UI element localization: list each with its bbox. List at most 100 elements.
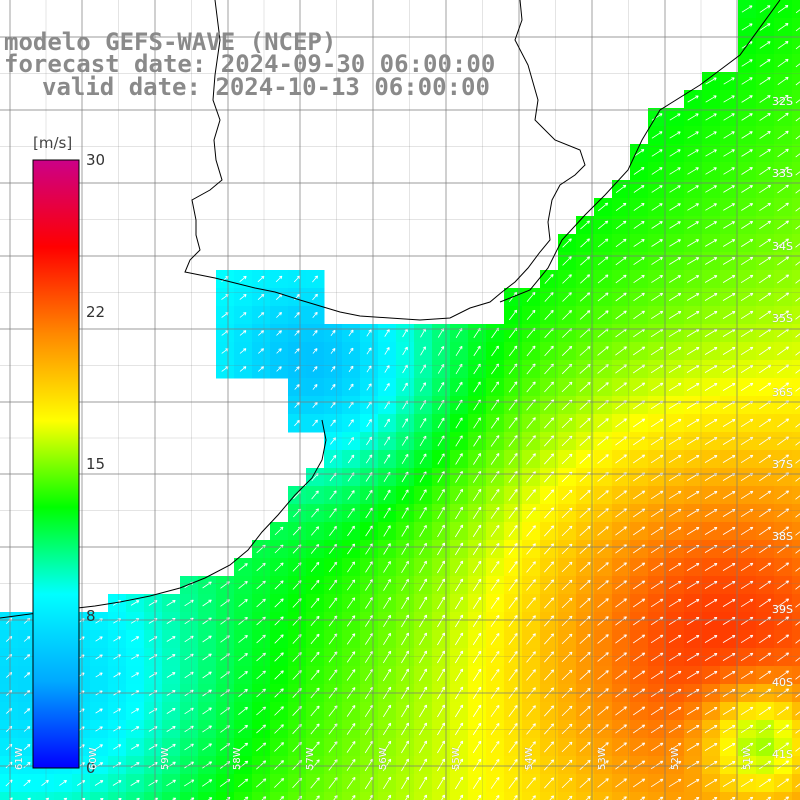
- wind-vector: [239, 330, 247, 336]
- wind-speed-cell: [792, 342, 800, 361]
- wind-vector: [561, 561, 573, 573]
- wind-vector: [544, 561, 555, 573]
- wind-vector: [686, 293, 700, 301]
- wind-speed-cell: [468, 792, 487, 800]
- wind-vector: [347, 561, 355, 573]
- wind-vector: [668, 616, 682, 626]
- wind-vector: [705, 203, 717, 211]
- wind-vector: [686, 671, 700, 679]
- wind-vector: [113, 636, 121, 642]
- wind-vector: [704, 239, 718, 247]
- wind-vector: [722, 779, 736, 787]
- wind-vector: [184, 761, 194, 769]
- wind-vector: [741, 203, 754, 211]
- wind-vector: [113, 708, 121, 714]
- wind-vector: [651, 203, 663, 211]
- wind-vector: [348, 419, 354, 427]
- wind-vector: [615, 760, 627, 770]
- wind-vector: [238, 563, 248, 571]
- wind-vector: [704, 779, 718, 787]
- wind-vector: [472, 632, 482, 646]
- wind-vector: [633, 221, 645, 229]
- wind-vector: [740, 382, 754, 392]
- wind-vector: [274, 652, 284, 662]
- wind-vector: [777, 508, 790, 518]
- wind-speed-cell: [792, 180, 800, 199]
- wind-vector: [130, 636, 140, 642]
- wind-vector: [401, 560, 409, 574]
- wind-vector: [597, 490, 609, 500]
- wind-vector: [686, 455, 700, 463]
- lon-label: 52W: [670, 747, 681, 770]
- wind-vector: [795, 513, 800, 518]
- colorbar-unit: [m/s]: [33, 134, 73, 152]
- wind-vector: [615, 418, 627, 428]
- wind-vector: [795, 621, 800, 626]
- wind-vector: [615, 202, 627, 212]
- wind-vector: [669, 203, 681, 211]
- wind-vector: [650, 526, 664, 536]
- wind-speed-cell: [144, 792, 163, 800]
- wind-vector: [615, 364, 627, 374]
- wind-vector: [401, 507, 409, 519]
- wind-vector: [722, 671, 736, 679]
- wind-vector: [419, 776, 427, 790]
- wind-vector: [585, 795, 591, 800]
- wind-vector: [795, 279, 800, 284]
- wind-vector: [274, 562, 284, 572]
- wind-vector: [795, 333, 800, 338]
- wind-vector: [687, 185, 699, 193]
- wind-vector: [741, 131, 753, 139]
- wind-vector: [795, 549, 800, 554]
- wind-vector: [437, 668, 445, 682]
- wind-vector: [722, 347, 736, 355]
- wind-speed-cell: [270, 792, 289, 800]
- wind-vector: [130, 708, 140, 714]
- wind-vector: [795, 531, 800, 536]
- wind-vector: [777, 346, 790, 356]
- wind-vector: [382, 776, 392, 790]
- wind-vector: [705, 221, 718, 229]
- lon-label: 51W: [742, 747, 753, 770]
- wind-vector: [437, 381, 445, 392]
- wind-vector: [632, 598, 646, 608]
- wind-vector: [544, 651, 555, 663]
- wind-vector: [740, 562, 754, 572]
- wind-vector: [348, 383, 354, 391]
- wind-vector: [549, 795, 555, 800]
- wind-vector: [328, 759, 338, 771]
- wind-vector: [615, 634, 627, 644]
- wind-vector: [579, 310, 591, 320]
- wind-vector: [113, 654, 121, 660]
- wind-vector: [758, 436, 772, 446]
- wind-vector: [686, 311, 700, 319]
- wind-vector: [632, 724, 646, 734]
- wind-vector: [526, 651, 536, 663]
- wind-vector: [544, 543, 555, 555]
- wind-speed-cell: [36, 792, 55, 800]
- colorbar: [32, 159, 80, 769]
- wind-vector: [741, 59, 753, 67]
- wind-vector: [347, 454, 355, 464]
- wind-vector: [722, 599, 736, 607]
- wind-vector: [651, 113, 663, 121]
- wind-vector: [455, 345, 463, 357]
- wind-vector: [723, 221, 736, 229]
- wind-vector: [23, 654, 31, 660]
- lon-label: 55W: [451, 747, 462, 770]
- lat-label: 39S: [772, 603, 793, 616]
- wind-vector: [311, 490, 319, 500]
- wind-vector: [310, 669, 320, 681]
- wind-vector: [544, 777, 555, 789]
- wind-vector: [348, 329, 354, 337]
- wind-vector: [184, 617, 194, 625]
- wind-vector: [27, 797, 31, 800]
- wind-vector: [437, 524, 445, 538]
- wind-vector: [669, 239, 681, 247]
- wind-vector: [777, 454, 790, 464]
- wind-vector: [383, 632, 391, 646]
- wind-vector: [597, 742, 609, 752]
- wind-vector: [437, 346, 445, 356]
- wind-vector: [508, 507, 518, 519]
- wind-vector: [615, 526, 627, 536]
